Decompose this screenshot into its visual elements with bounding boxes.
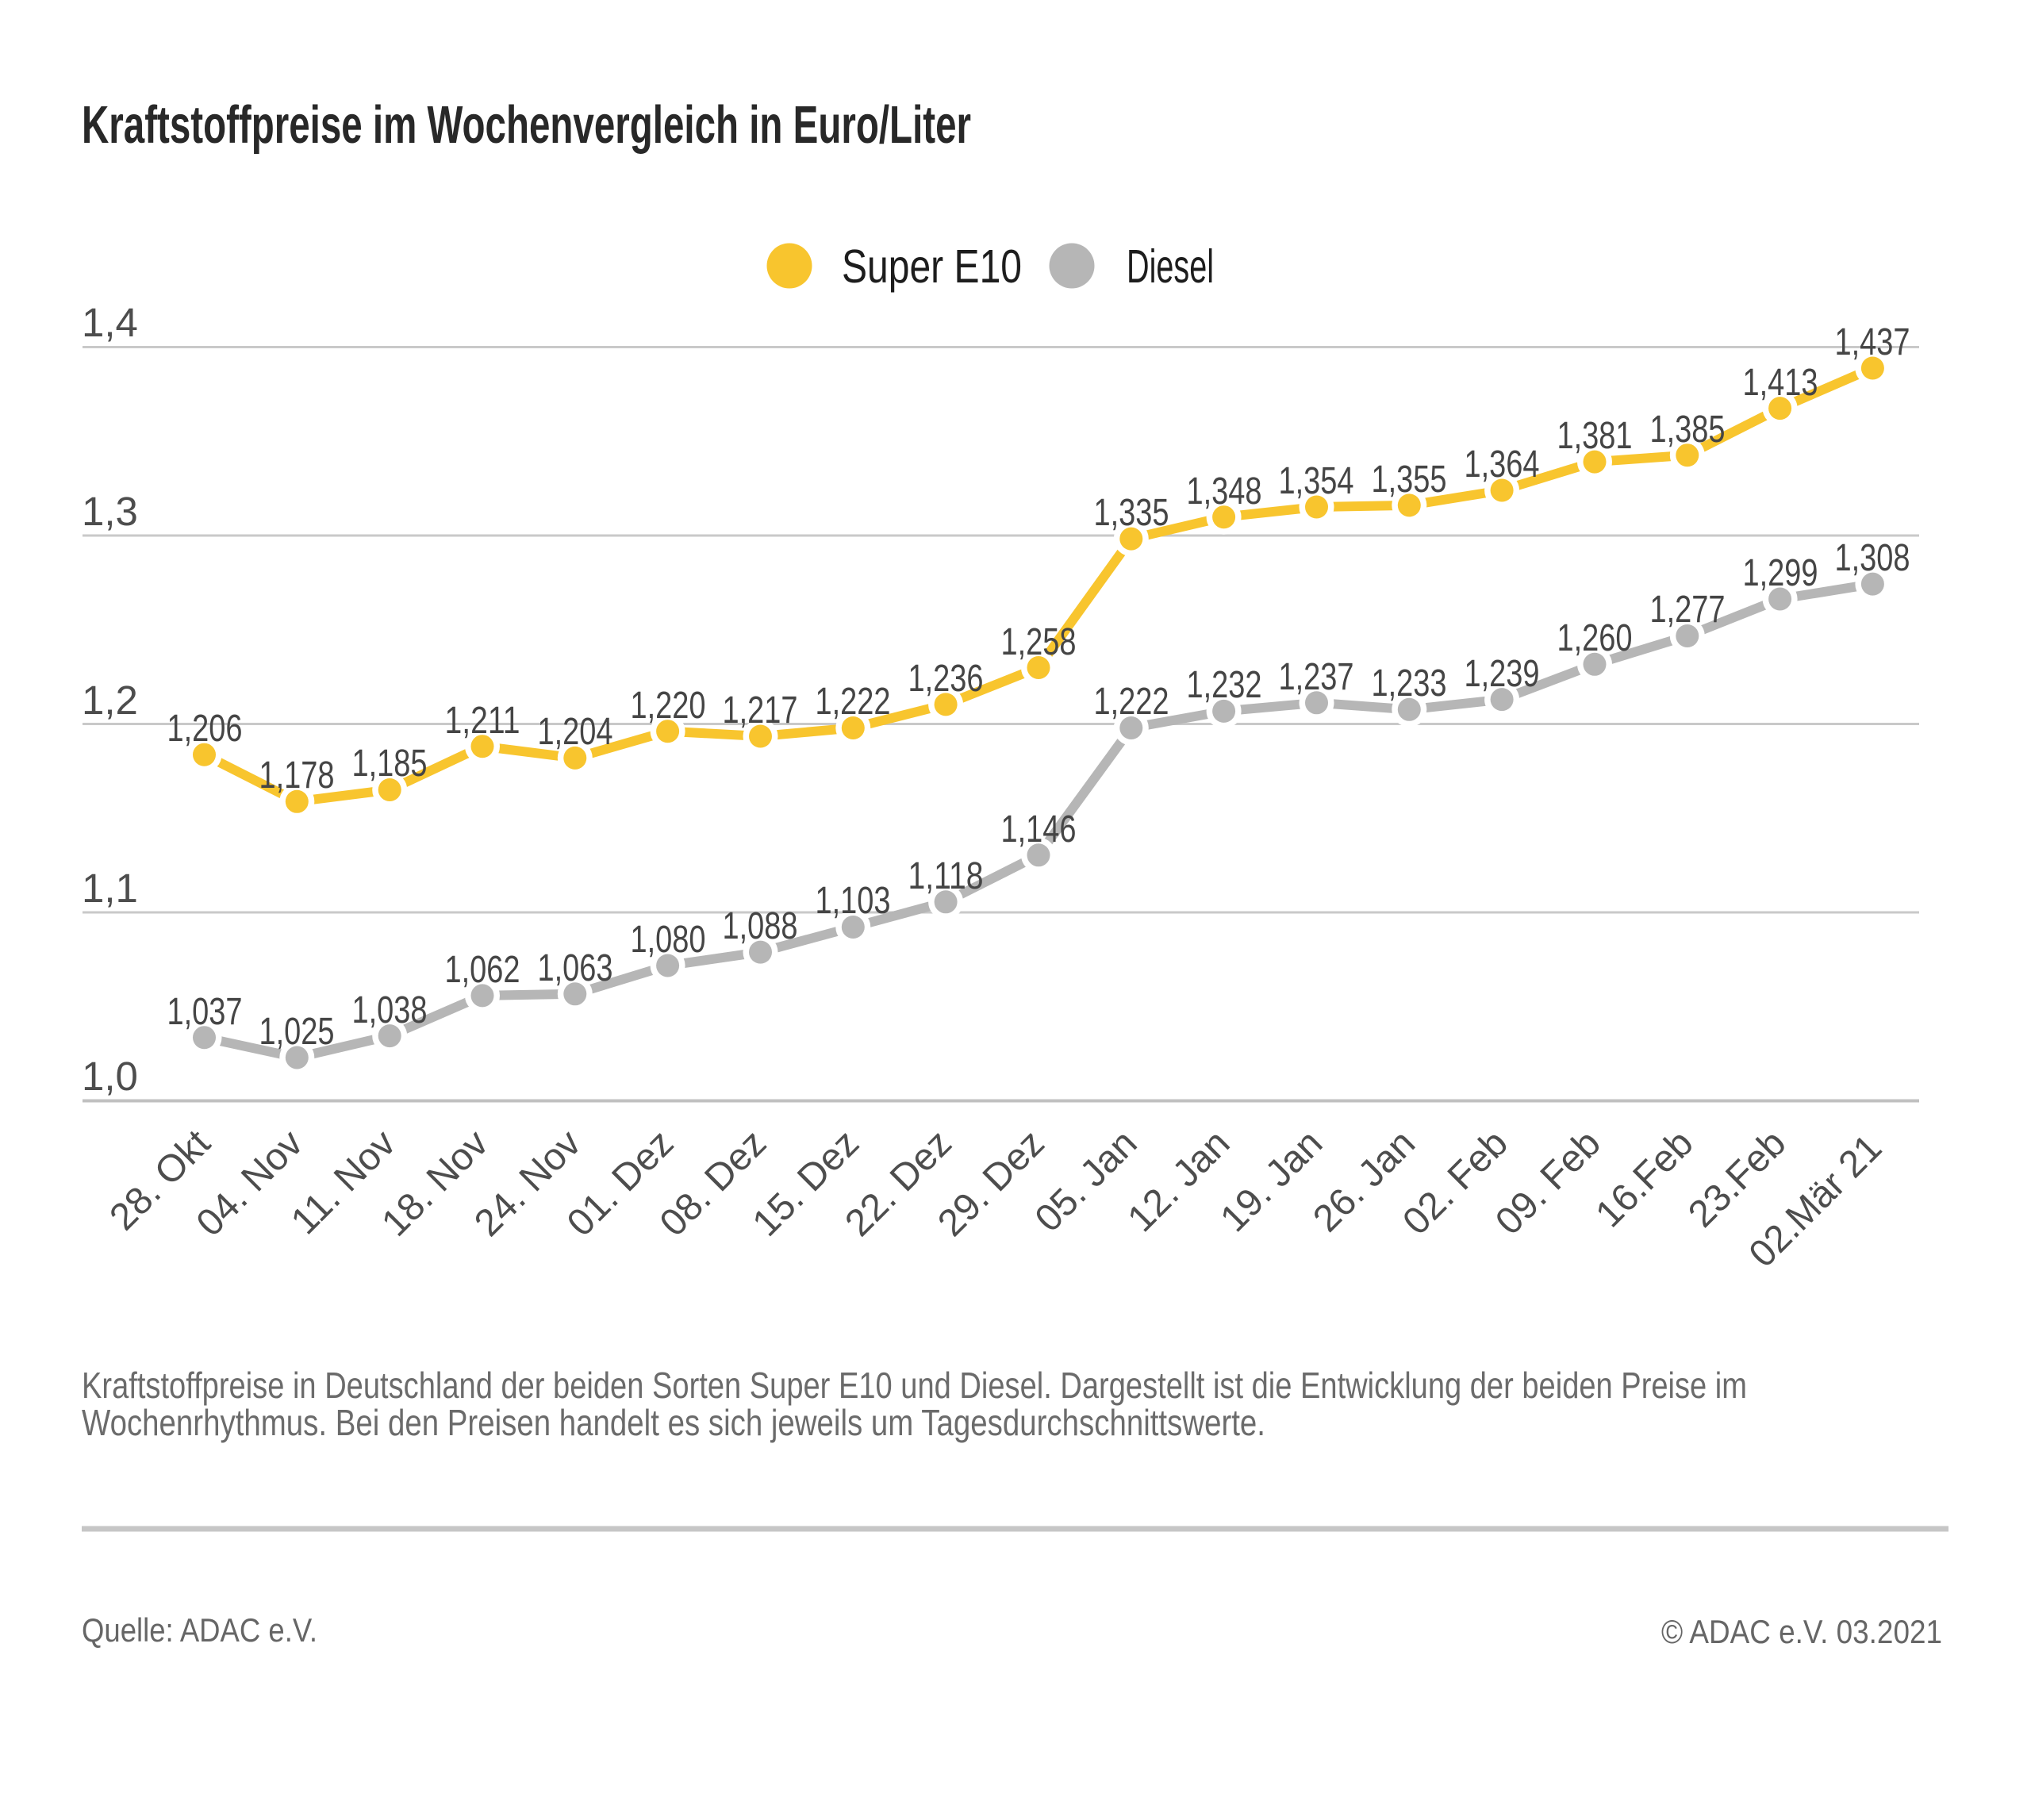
svg-text:1,178: 1,178 xyxy=(259,754,335,797)
svg-text:1,232: 1,232 xyxy=(1187,664,1262,706)
svg-text:Super E10: Super E10 xyxy=(842,240,1022,293)
svg-text:1,2: 1,2 xyxy=(82,678,138,723)
svg-text:1,237: 1,237 xyxy=(1279,656,1354,698)
svg-text:1,236: 1,236 xyxy=(908,658,984,700)
svg-text:1,437: 1,437 xyxy=(1835,321,1910,363)
svg-text:1,038: 1,038 xyxy=(352,989,428,1031)
svg-text:1,217: 1,217 xyxy=(723,689,798,731)
svg-text:1,354: 1,354 xyxy=(1279,460,1354,502)
svg-text:1,146: 1,146 xyxy=(1001,808,1077,850)
svg-text:1,308: 1,308 xyxy=(1835,537,1910,579)
svg-text:1,103: 1,103 xyxy=(816,880,891,922)
svg-text:1,025: 1,025 xyxy=(259,1011,335,1053)
svg-text:1,118: 1,118 xyxy=(908,855,984,897)
svg-text:1,220: 1,220 xyxy=(631,685,706,727)
svg-text:1,204: 1,204 xyxy=(538,711,613,753)
svg-text:© ADAC e.V. 03.2021: © ADAC e.V. 03.2021 xyxy=(1661,1613,1942,1650)
svg-text:1,063: 1,063 xyxy=(538,947,613,989)
svg-text:1,258: 1,258 xyxy=(1001,621,1077,663)
svg-text:1,348: 1,348 xyxy=(1187,470,1262,513)
svg-text:1,233: 1,233 xyxy=(1372,662,1447,705)
svg-text:1,239: 1,239 xyxy=(1465,653,1540,695)
svg-text:1,222: 1,222 xyxy=(1094,681,1169,723)
svg-text:1,185: 1,185 xyxy=(352,743,428,785)
svg-text:1,381: 1,381 xyxy=(1557,415,1633,457)
svg-text:1,037: 1,037 xyxy=(167,991,243,1033)
svg-text:1,0: 1,0 xyxy=(82,1054,138,1099)
svg-text:1,413: 1,413 xyxy=(1743,362,1818,404)
svg-text:Kraftstoffpreise in Deutschlan: Kraftstoffpreise in Deutschland der beid… xyxy=(82,1365,1747,1406)
svg-text:1,299: 1,299 xyxy=(1743,552,1818,594)
svg-text:1,062: 1,062 xyxy=(445,949,520,991)
svg-text:Kraftstoffpreise im Wochenverg: Kraftstoffpreise im Wochenvergleich in E… xyxy=(82,95,971,155)
svg-text:1,277: 1,277 xyxy=(1650,589,1726,631)
svg-text:1,222: 1,222 xyxy=(816,681,891,723)
svg-text:1,260: 1,260 xyxy=(1557,617,1633,659)
svg-text:1,364: 1,364 xyxy=(1465,443,1540,486)
svg-text:1,080: 1,080 xyxy=(631,919,706,961)
svg-text:1,3: 1,3 xyxy=(82,489,138,534)
svg-text:1,1: 1,1 xyxy=(82,866,138,911)
svg-text:1,385: 1,385 xyxy=(1650,409,1726,451)
svg-text:Diesel: Diesel xyxy=(1127,240,1214,293)
svg-text:1,206: 1,206 xyxy=(167,708,243,750)
svg-text:1,335: 1,335 xyxy=(1094,492,1169,534)
svg-text:1,211: 1,211 xyxy=(445,700,520,742)
svg-text:1,355: 1,355 xyxy=(1372,459,1447,501)
svg-text:Quelle: ADAC e.V.: Quelle: ADAC e.V. xyxy=(82,1611,317,1649)
svg-text:1,4: 1,4 xyxy=(82,300,138,345)
svg-text:1,088: 1,088 xyxy=(723,905,798,947)
svg-text:Wochenrhythmus. Bei den Preise: Wochenrhythmus. Bei den Preisen handelt … xyxy=(82,1402,1265,1443)
